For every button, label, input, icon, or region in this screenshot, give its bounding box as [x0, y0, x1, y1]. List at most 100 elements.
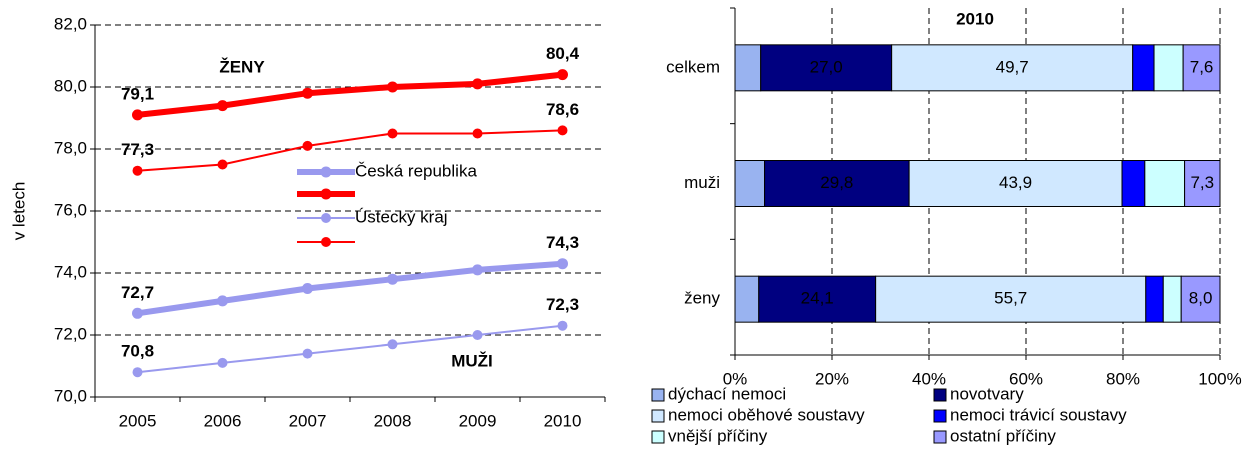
- bar-segment: [1145, 275, 1164, 323]
- y-tick-label: ženy: [684, 289, 720, 308]
- data-label: 74,3: [546, 233, 579, 252]
- series-line: [137, 71, 563, 118]
- series-line: [137, 324, 563, 374]
- point: [302, 283, 313, 294]
- data-label: 70,8: [121, 342, 154, 361]
- legend-swatch: [933, 430, 947, 444]
- bar-segment: [1180, 275, 1221, 323]
- point: [557, 258, 568, 270]
- series-line: [137, 260, 563, 317]
- data-label: 7,6: [1190, 57, 1214, 76]
- legend-swatch: [933, 388, 947, 402]
- x-tick-label: 60%: [1009, 369, 1043, 388]
- point: [132, 367, 143, 378]
- y-tick-label: celkem: [666, 57, 720, 76]
- data-label: 55,7: [994, 289, 1027, 308]
- data-label: 77,3: [121, 140, 154, 159]
- y-tick-label: 76,0: [54, 200, 87, 219]
- bar-segment: [1121, 160, 1146, 207]
- y-tick-label: 72,0: [54, 324, 87, 343]
- x-tick-label: 2008: [374, 411, 412, 430]
- legend-marker: [320, 188, 332, 200]
- data-label: 27,0: [810, 57, 843, 76]
- bar-segment: [1132, 44, 1155, 92]
- x-tick-label: 0%: [723, 369, 748, 388]
- bar-segment: [1153, 44, 1184, 92]
- data-label: 7,3: [1190, 173, 1214, 192]
- legend-label: Ústecký kraj: [355, 207, 448, 226]
- point: [472, 128, 483, 139]
- y-tick-label: 74,0: [54, 262, 87, 281]
- legend-label: nemoci trávicí soustavy: [950, 405, 1127, 424]
- data-label: 72,7: [121, 283, 154, 302]
- x-tick-label: 2010: [544, 411, 582, 430]
- data-label: 78,6: [546, 100, 579, 119]
- point: [387, 273, 398, 285]
- y-tick-label: 78,0: [54, 138, 87, 157]
- point: [132, 307, 143, 319]
- point: [387, 339, 398, 350]
- data-label: 72,3: [546, 295, 579, 314]
- legend-swatch: [651, 430, 665, 444]
- point: [472, 330, 483, 340]
- legend-marker: [321, 237, 331, 247]
- bar-segment: [1144, 160, 1186, 207]
- data-label: 79,1: [121, 84, 154, 103]
- legend-label: vnější příčiny: [668, 426, 768, 445]
- x-tick-label: 2009: [459, 411, 497, 430]
- point: [557, 125, 568, 136]
- data-label: 24,1: [801, 289, 834, 308]
- y-axis-label: v letech: [9, 182, 28, 241]
- legend-label: dýchací nemoci: [668, 384, 786, 403]
- data-label: 8,0: [1189, 289, 1213, 308]
- chart-title: 2010: [956, 9, 994, 28]
- x-tick-label: 80%: [1106, 369, 1140, 388]
- data-label: 49,7: [996, 57, 1029, 76]
- x-tick-label: 2005: [119, 411, 157, 430]
- bar-segment: [908, 160, 1123, 207]
- legend-label: Česká republika: [355, 161, 477, 180]
- point: [387, 128, 398, 139]
- x-tick-label: 2006: [204, 411, 242, 430]
- point: [387, 81, 398, 93]
- bar-segment: [734, 160, 766, 207]
- y-tick-label: 70,0: [54, 386, 87, 405]
- y-tick-label: muži: [684, 173, 720, 192]
- legend-label: nemoci oběhové soustavy: [668, 405, 865, 424]
- point: [217, 100, 228, 112]
- data-label: 80,4: [546, 44, 580, 63]
- bar-segment: [1162, 275, 1182, 323]
- point: [557, 320, 568, 331]
- point: [217, 357, 228, 368]
- point: [302, 87, 313, 99]
- bar-segment: [1184, 160, 1221, 207]
- point: [302, 348, 313, 359]
- series-line: [137, 129, 563, 172]
- x-tick-label: 2007: [289, 411, 327, 430]
- legend-marker: [320, 166, 332, 178]
- point: [132, 109, 143, 121]
- x-tick-label: 100%: [1198, 369, 1241, 388]
- legend-swatch: [933, 409, 947, 423]
- point: [472, 78, 483, 90]
- point: [217, 159, 228, 170]
- bar-segment: [734, 44, 762, 92]
- legend-marker: [321, 213, 331, 223]
- data-label: 43,9: [999, 173, 1032, 192]
- bar-segment: [891, 44, 1134, 92]
- x-tick-label: 40%: [912, 369, 946, 388]
- bar-segment: [764, 160, 910, 207]
- y-tick-label: 82,0: [54, 14, 87, 33]
- y-tick-label: 80,0: [54, 76, 87, 95]
- legend-label: ostatní příčiny: [950, 426, 1056, 445]
- point: [132, 165, 143, 176]
- annotation: ŽENY: [219, 57, 265, 76]
- annotation: MUŽI: [451, 351, 493, 370]
- bar-segment: [1182, 44, 1221, 92]
- point: [217, 295, 228, 307]
- point: [302, 140, 313, 151]
- point: [472, 264, 483, 276]
- bar-segment: [734, 275, 760, 323]
- legend-label: novotvary: [950, 384, 1024, 403]
